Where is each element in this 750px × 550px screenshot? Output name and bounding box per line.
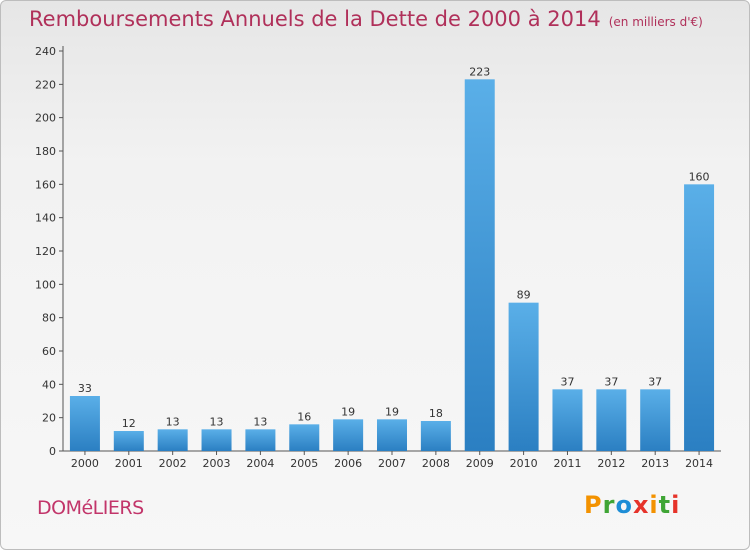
logo-letter: i [649, 491, 659, 519]
chart-title: Remboursements Annuels de la Dette de 20… [29, 7, 703, 31]
y-tick-label: 60 [42, 345, 56, 358]
x-tick-label: 2006 [334, 457, 362, 470]
logo-letter: P [584, 491, 603, 519]
x-tick-label: 2004 [246, 457, 274, 470]
bar [508, 302, 539, 451]
data-label: 223 [469, 65, 490, 78]
x-tick-label: 2005 [290, 457, 318, 470]
logo-letter: r [602, 491, 616, 519]
proxiti-logo: Proxiti [584, 491, 680, 519]
x-tick-label: 2002 [159, 457, 187, 470]
data-label: 37 [560, 375, 574, 388]
y-tick-label: 220 [35, 78, 56, 91]
x-tick-label: 2013 [641, 457, 669, 470]
bar [245, 429, 276, 451]
data-label: 12 [122, 417, 136, 430]
y-tick-label: 160 [35, 178, 56, 191]
y-tick-label: 120 [35, 245, 56, 258]
data-label: 18 [429, 407, 443, 420]
chart-title-text: Remboursements Annuels de la Dette de 20… [29, 7, 601, 31]
bar [420, 421, 451, 451]
bar [596, 389, 627, 451]
bar [464, 79, 495, 451]
x-tick-label: 2000 [71, 457, 99, 470]
bar [552, 389, 583, 451]
data-label: 33 [78, 382, 92, 395]
data-label: 89 [517, 289, 531, 302]
logo-letter: x [632, 491, 650, 519]
data-label: 19 [341, 405, 355, 418]
y-tick-label: 100 [35, 278, 56, 291]
x-tick-label: 2014 [685, 457, 713, 470]
x-tick-label: 2008 [422, 457, 450, 470]
x-tick-label: 2010 [510, 457, 538, 470]
y-tick-label: 140 [35, 212, 56, 225]
data-label: 13 [166, 415, 180, 428]
data-label: 13 [253, 415, 267, 428]
data-label: 16 [297, 410, 311, 423]
x-tick-label: 2009 [466, 457, 494, 470]
data-label: 160 [689, 170, 710, 183]
data-label: 37 [604, 375, 618, 388]
bar [333, 419, 364, 451]
bar [289, 424, 320, 451]
bar [113, 431, 144, 451]
bar [640, 389, 671, 451]
data-label: 37 [648, 375, 662, 388]
logo-letter: t [658, 491, 672, 519]
chart-subtitle: (en milliers d'€) [608, 15, 703, 29]
bar [157, 429, 188, 451]
x-tick-label: 2012 [597, 457, 625, 470]
bar [377, 419, 407, 451]
y-tick-label: 20 [42, 412, 56, 425]
x-tick-label: 2003 [203, 457, 231, 470]
town-name: DOMéLIERS [37, 497, 144, 519]
bar [69, 396, 100, 451]
data-label: 19 [385, 405, 399, 418]
bar [201, 429, 232, 451]
y-tick-label: 40 [42, 378, 56, 391]
y-tick-label: 0 [49, 445, 56, 458]
x-tick-label: 2001 [115, 457, 143, 470]
logo-letter: i [671, 491, 681, 519]
data-label: 13 [210, 415, 224, 428]
x-tick-label: 2011 [553, 457, 581, 470]
y-tick-label: 200 [35, 112, 56, 125]
logo-letter: o [615, 491, 633, 519]
y-tick-label: 240 [35, 45, 56, 58]
y-tick-label: 180 [35, 145, 56, 158]
bar [684, 184, 715, 452]
y-tick-label: 80 [42, 312, 56, 325]
x-tick-label: 2007 [378, 457, 406, 470]
